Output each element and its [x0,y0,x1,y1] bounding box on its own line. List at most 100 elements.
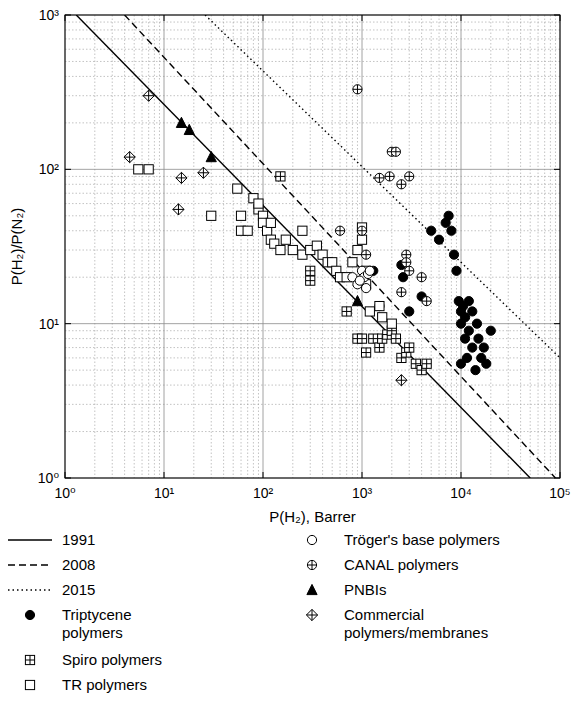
legend-label-line: polymers [62,624,123,641]
point [468,343,477,352]
tick [554,15,560,16]
minor-grid-line [322,15,323,478]
legend: 199120082015TriptycenepolymersSpiro poly… [8,531,500,693]
marker-cross [402,258,411,267]
marker-shape [396,375,407,386]
minor-grid-line [544,15,545,478]
marker-shape [143,90,154,101]
grid-line [263,15,264,478]
point [434,235,443,244]
legend-item: 1991 [8,531,95,548]
point [236,211,245,220]
marker-cross [391,334,400,343]
marker-shape [342,307,351,316]
marker-shape [184,124,194,134]
point [375,301,384,310]
grid [65,15,560,478]
tick [65,472,66,478]
minor-grid-line [159,15,160,478]
point [472,319,481,328]
point [184,124,194,134]
point [405,307,414,316]
minor-grid-line [65,49,560,50]
legend-label: Commercialpolymers/membranes [344,606,488,641]
legend-item: 2008 [8,556,95,573]
point [375,173,384,182]
point [405,266,414,275]
marker-shape [474,334,483,343]
marker-cross [385,172,394,181]
minor-grid-line [211,15,212,478]
grid-line [65,323,560,324]
marker-cross [357,226,366,235]
point [134,165,143,174]
minor-grid-line [65,29,560,30]
marker-shape [385,172,394,181]
tick-label: 10⁴ [450,485,472,501]
point [353,245,362,254]
minor-grid-line [134,15,135,478]
marker-shape [468,307,477,316]
marker-shape [405,307,414,316]
point [391,334,400,343]
legend-label-line: polymers/membranes [344,624,488,641]
legend-label: 2015 [62,581,95,598]
legend-marker [25,680,34,689]
marker-shape [124,152,135,163]
minor-grid-line [65,230,560,231]
point [417,273,426,282]
point [452,266,461,275]
minor-grid-line [247,15,248,478]
point [276,245,285,254]
point [281,235,290,244]
marker-cross [375,343,384,352]
legend-marker [307,584,317,594]
marker-cross [422,359,431,368]
minor-grid-line [223,15,224,478]
minor-grid-line [253,15,254,478]
point [243,226,252,235]
point [361,348,370,357]
marker-cross [276,172,285,181]
minor-grid-line [456,15,457,478]
marker-shape [144,165,153,174]
tick [461,15,462,21]
tick [560,472,561,478]
point [405,343,414,352]
point [254,199,263,208]
minor-grid-line [142,15,143,478]
marker-cross [307,560,316,569]
point [397,180,406,189]
marker-shape [254,199,263,208]
point [479,343,488,352]
marker-cross [342,307,351,316]
minor-grid-line [550,15,551,478]
marker-shape [375,301,384,310]
marker-cross [361,348,370,357]
tick-label: 10⁰ [54,485,76,501]
point [387,319,396,328]
marker-shape [472,319,481,328]
marker-cross [357,334,366,343]
marker-cross [397,180,406,189]
marker-cross [124,152,135,163]
point [176,172,187,183]
marker-shape [25,610,34,619]
marker-shape [348,258,357,267]
minor-grid-line [65,22,560,23]
legend-label: CANAL polymers [344,556,458,573]
marker-shape [298,226,307,235]
point [352,296,362,306]
tick [554,323,560,324]
legend-item: Commercialpolymers/membranes [306,606,488,641]
minor-grid-line [439,15,440,478]
marker-shape [375,173,384,182]
legend-label: 1991 [62,531,95,548]
minor-grid-line [148,15,149,478]
minor-grid-line [65,61,560,62]
point [312,241,321,250]
marker-shape [307,560,316,569]
minor-grid-line [332,15,333,478]
marker-cross [176,172,187,183]
point [402,258,411,267]
